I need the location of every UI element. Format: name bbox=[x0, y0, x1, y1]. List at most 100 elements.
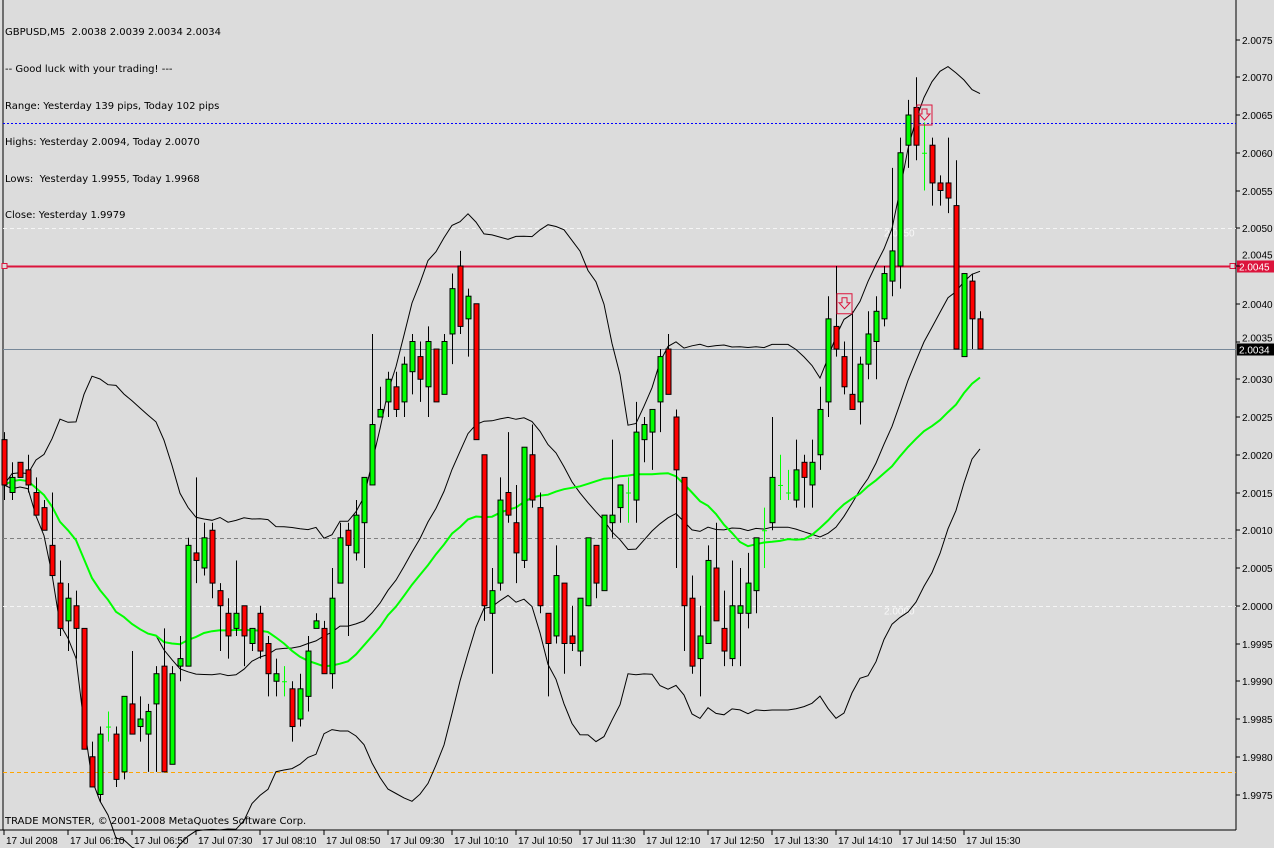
bull-candle-body bbox=[377, 408, 384, 418]
candle bbox=[305, 635, 312, 712]
candle bbox=[321, 620, 328, 675]
candle bbox=[201, 522, 208, 576]
candle bbox=[489, 568, 496, 674]
candle bbox=[697, 605, 704, 697]
bull-candle-body bbox=[177, 658, 184, 667]
candle bbox=[945, 137, 952, 214]
candle bbox=[385, 371, 392, 417]
signal-box bbox=[836, 293, 853, 315]
y-tick-label: 2.0035 bbox=[1242, 334, 1273, 345]
candle bbox=[17, 461, 24, 478]
y-tick-label: 2.0070 bbox=[1242, 73, 1273, 84]
info-panel: GBPUSD,M5 2.0038 2.0039 2.0034 2.0034 --… bbox=[5, 3, 221, 235]
candle bbox=[961, 273, 968, 358]
candle bbox=[185, 537, 192, 667]
candle bbox=[273, 658, 280, 697]
bull-candle-body bbox=[137, 718, 144, 728]
candle bbox=[1, 432, 8, 501]
range-text: Range: Yesterday 139 pips, Today 102 pip… bbox=[5, 100, 220, 112]
bull-candle-body bbox=[337, 537, 344, 584]
candle bbox=[106, 711, 111, 742]
candle bbox=[809, 439, 816, 508]
sell-signal-arrow-icon bbox=[916, 104, 933, 126]
candle bbox=[329, 568, 336, 689]
bear-candle-body bbox=[681, 476, 688, 607]
bear-candle-body bbox=[113, 733, 120, 780]
bull-candle-body bbox=[273, 673, 280, 682]
bull-candle-body bbox=[577, 597, 584, 652]
bull-candle-body bbox=[553, 575, 560, 637]
candle bbox=[801, 454, 808, 508]
candle bbox=[449, 273, 456, 365]
candle bbox=[289, 681, 296, 742]
bear-candle-body bbox=[417, 356, 424, 380]
y-tick-label: 2.0030 bbox=[1242, 375, 1273, 386]
x-tick-label: 17 Jul 06:50 bbox=[134, 836, 189, 847]
candle bbox=[473, 303, 480, 441]
candle bbox=[113, 726, 120, 787]
bear-candle-body bbox=[17, 461, 24, 478]
bear-candle-body bbox=[41, 507, 48, 531]
signal-box bbox=[916, 104, 933, 126]
candle bbox=[737, 568, 744, 667]
x-tick-label: 17 Jul 14:10 bbox=[838, 836, 893, 847]
bollinger-upper-band bbox=[3, 65, 981, 539]
y-tick-label: 2.0065 bbox=[1242, 111, 1273, 122]
bear-candle-body bbox=[929, 144, 936, 184]
x-tick-label: 17 Jul 08:50 bbox=[326, 836, 381, 847]
x-tick-label: 17 Jul 10:50 bbox=[518, 836, 573, 847]
candle bbox=[457, 250, 464, 334]
bull-candle-body bbox=[121, 695, 128, 773]
bull-candle-body bbox=[233, 612, 240, 629]
bear-candle-body bbox=[49, 544, 56, 577]
candle bbox=[505, 432, 512, 523]
x-tick-label: 17 Jul 09:30 bbox=[390, 836, 445, 847]
bull-candle-body bbox=[817, 408, 824, 456]
candle bbox=[881, 266, 888, 327]
bear-candle-body bbox=[129, 703, 136, 735]
candle bbox=[161, 628, 168, 773]
bear-candle-body bbox=[513, 522, 520, 554]
candle bbox=[409, 333, 416, 395]
bull-candle-body bbox=[441, 341, 448, 395]
candle bbox=[857, 356, 864, 425]
bull-candle-body bbox=[521, 446, 528, 561]
candle bbox=[441, 333, 448, 395]
bollinger-middle-band bbox=[3, 270, 981, 677]
copyright-watermark: TRADE MONSTER, © 2001-2008 MetaQuotes So… bbox=[5, 816, 307, 827]
bear-candle-body bbox=[505, 492, 512, 516]
bear-candle-body bbox=[265, 643, 272, 675]
candle bbox=[73, 590, 80, 659]
candle bbox=[425, 326, 432, 417]
hline-anchor-left bbox=[1, 263, 8, 269]
bear-candle-body bbox=[457, 265, 464, 327]
bull-candle-body bbox=[609, 514, 616, 524]
bear-candle-body bbox=[945, 182, 952, 199]
bear-candle-body bbox=[673, 416, 680, 471]
candle bbox=[705, 545, 712, 645]
candle bbox=[65, 583, 72, 652]
bull-candle-body bbox=[905, 114, 912, 146]
candle bbox=[969, 273, 976, 350]
y-tick-label: 1.9985 bbox=[1242, 715, 1273, 726]
bull-candle-body bbox=[201, 537, 208, 569]
candle bbox=[729, 560, 736, 667]
candle bbox=[633, 401, 640, 523]
bear-candle-body bbox=[969, 280, 976, 320]
bear-candle-body bbox=[433, 348, 440, 403]
price-label-bg bbox=[1237, 343, 1274, 356]
bull-candle-body bbox=[169, 673, 176, 765]
bear-candle-body bbox=[977, 318, 984, 350]
candle bbox=[609, 439, 616, 538]
candle bbox=[33, 477, 40, 516]
y-tick-label: 2.0060 bbox=[1242, 149, 1273, 160]
bear-candle-body bbox=[721, 627, 728, 652]
candle bbox=[225, 598, 232, 659]
bull-candle-body bbox=[9, 476, 16, 493]
y-tick-label: 2.0045 bbox=[1242, 251, 1273, 262]
candle bbox=[217, 583, 224, 652]
x-tick-label: 17 Jul 11:30 bbox=[582, 836, 636, 847]
bull-candle-body bbox=[497, 499, 504, 584]
bear-candle-body bbox=[953, 205, 960, 350]
